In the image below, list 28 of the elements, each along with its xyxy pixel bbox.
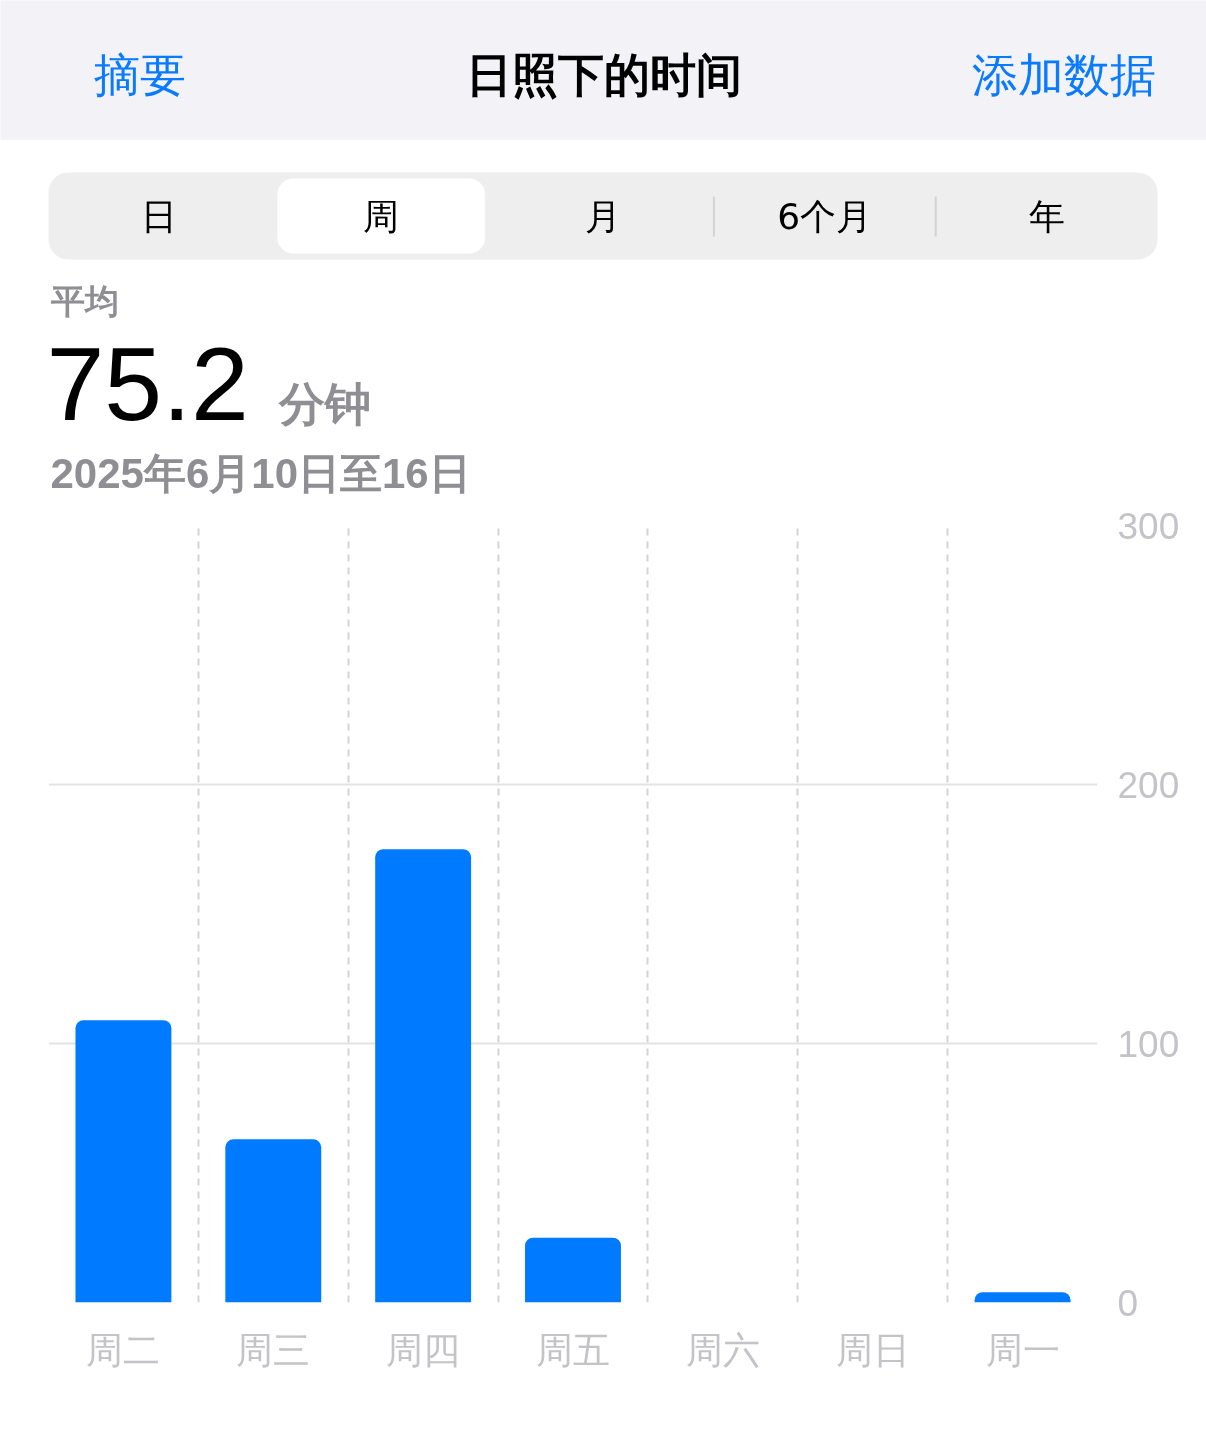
x-tick-label: 周一 [985, 1328, 1060, 1372]
y-tick-label: 200 [1117, 764, 1180, 806]
text: 摘要 [93, 47, 186, 102]
x-tick-label: 周四 [386, 1328, 461, 1372]
bar [375, 849, 472, 1303]
y-tick-label: 0 [1117, 1282, 1139, 1324]
bar [525, 1237, 621, 1303]
bar [974, 1292, 1071, 1303]
text: 月 [585, 196, 621, 237]
y-tick-label: 300 [1117, 505, 1180, 547]
text: 添加数据 [971, 47, 1156, 102]
x-tick-label: 周三 [236, 1328, 311, 1372]
text: 平均 [49, 280, 119, 321]
text: 分钟 [277, 376, 371, 431]
text: 日 [141, 196, 178, 237]
text: 75.2 [46, 325, 249, 442]
text: 6个月 [777, 196, 873, 237]
x-tick-label: 周六 [685, 1328, 760, 1372]
x-tick-label: 周五 [536, 1328, 610, 1372]
text: 年 [1028, 196, 1065, 237]
chart-title: 日照下的时间 [465, 47, 742, 102]
text: 周 [363, 196, 400, 237]
bar [225, 1139, 322, 1303]
x-tick-label: 周日 [835, 1328, 910, 1372]
x-tick-label: 周二 [86, 1328, 161, 1372]
y-tick-label: 100 [1117, 1023, 1180, 1065]
text: 2025年6月10日至16日 [50, 450, 471, 497]
bar [75, 1020, 172, 1303]
